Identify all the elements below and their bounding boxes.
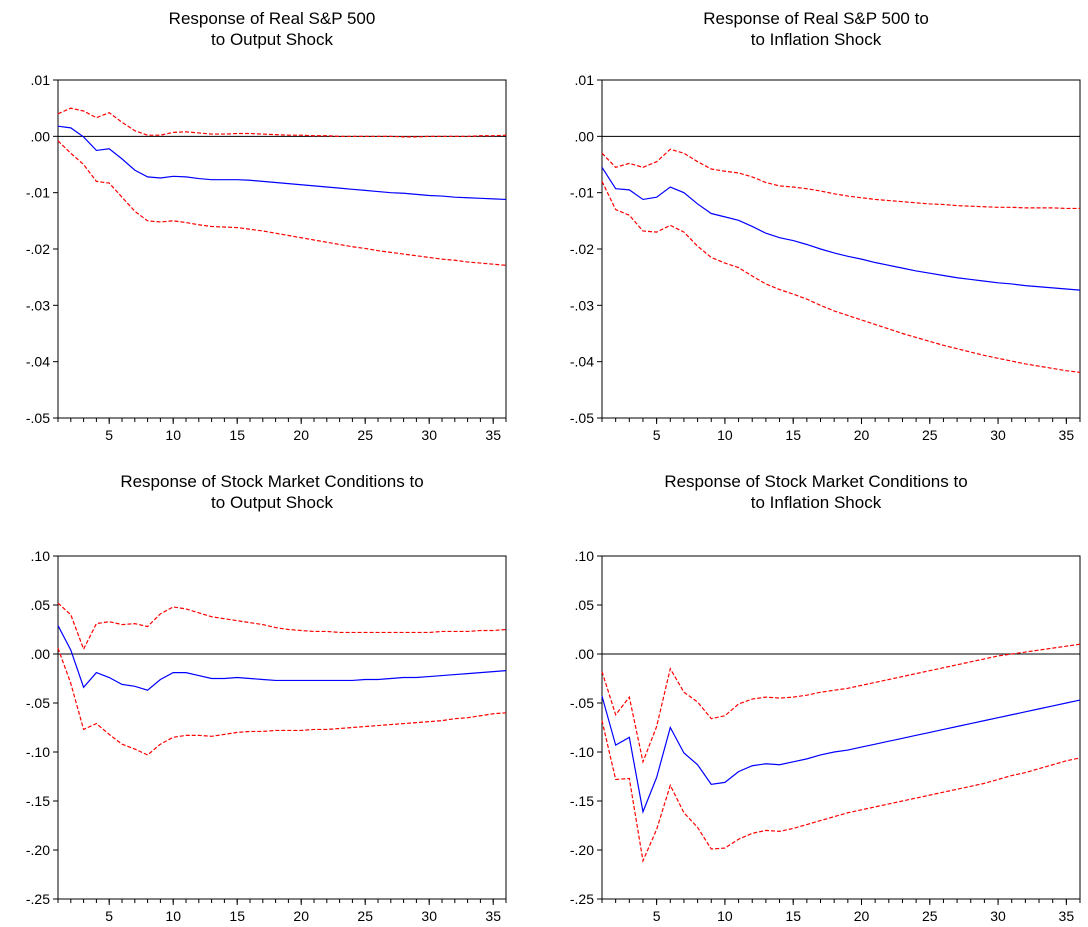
x-tick-label: 15: [229, 908, 245, 924]
x-tick-label: 35: [485, 908, 501, 924]
chart-title-line-2: to Inflation Shock: [750, 493, 882, 512]
y-tick-label: -.25: [26, 891, 50, 907]
y-tick-label: -.04: [26, 354, 50, 370]
x-tick-label: 20: [854, 427, 870, 443]
series-confidence-band-line: [601, 181, 1081, 373]
series-confidence-band-line: [601, 148, 1080, 210]
plot-frame: [57, 555, 507, 900]
chart-panel-sp500-output: Response of Real S&P 500 to Output Shock…: [0, 0, 544, 463]
chart-title-line-1: Response of Stock Market Conditions to: [664, 472, 968, 491]
chart-title-line-2: to Output Shock: [211, 493, 333, 512]
y-tick-label: .05: [31, 597, 51, 613]
y-tick-label: .00: [31, 128, 51, 144]
plot-frame: [57, 79, 507, 419]
y-tick-label: -.03: [570, 297, 594, 313]
y-tick-label: .00: [31, 646, 51, 662]
x-tick-label: 25: [357, 908, 373, 924]
series-response-line: [57, 125, 507, 201]
x-tick-label: 20: [293, 908, 309, 924]
series-response-line: [57, 625, 507, 691]
chart-title-line-2: to Output Shock: [211, 30, 333, 49]
y-tick-label: .01: [31, 72, 51, 88]
y-tick-label: -.15: [26, 793, 50, 809]
y-tick-label: -.25: [570, 891, 594, 907]
y-tick-label: -.20: [570, 842, 594, 858]
y-tick-label: .05: [575, 597, 595, 613]
y-tick-label: .10: [575, 548, 595, 564]
y-tick-label: -.05: [26, 410, 50, 426]
series-confidence-band-line: [57, 107, 507, 138]
x-tick-label: 10: [165, 908, 181, 924]
x-tick-label: 10: [717, 427, 733, 443]
chart-plot: .01 .00 -.01 -.02 -.03 -.04 -.05 5 10 15 20 25 30 35: [26, 72, 507, 443]
chart-title-line-1: Response of Real S&P 500 to: [703, 9, 929, 28]
chart-panel-sp500-inflation: Response of Real S&P 500 to to Inflation…: [544, 0, 1088, 463]
chart-plot: .10 .05 .00 -.05 -.10 -.15 -.20 -.25 5 10 15 20 25 30…: [570, 548, 1081, 924]
y-tick-label: -.05: [26, 695, 50, 711]
series-confidence-band-line: [601, 720, 1081, 863]
plot-frame: [601, 555, 1081, 900]
x-tick-label: 30: [990, 427, 1006, 443]
x-tick-label: 25: [357, 427, 373, 443]
y-tick-label: -.04: [570, 354, 594, 370]
x-tick-label: 35: [485, 427, 501, 443]
x-tick-label: 15: [785, 427, 801, 443]
x-tick-label: 35: [1059, 427, 1075, 443]
y-tick-label: -.10: [26, 744, 50, 760]
x-tick-label: 10: [717, 908, 733, 924]
series-confidence-band-line: [57, 140, 507, 266]
y-tick-label: -.05: [570, 410, 594, 426]
x-tick-label: 5: [653, 427, 661, 443]
x-tick-label: 15: [229, 427, 245, 443]
y-tick-label: .10: [31, 548, 51, 564]
y-tick-label: .01: [575, 72, 595, 88]
x-tick-label: 10: [165, 427, 181, 443]
series-response-line: [601, 166, 1081, 291]
x-tick-label: 5: [105, 908, 113, 924]
y-tick-label: -.05: [570, 695, 594, 711]
chart-panel-stock-market-inflation: Response of Stock Market Conditions to t…: [544, 463, 1088, 927]
x-tick-label: 30: [421, 427, 437, 443]
x-tick-label: 30: [990, 908, 1006, 924]
chart-title: Response of Real S&P 500 to Output Shock: [0, 8, 544, 50]
chart-title: Response of Stock Market Conditions to t…: [544, 471, 1088, 513]
chart-title-line-1: Response of Real S&P 500: [168, 9, 376, 28]
chart-title: Response of Real S&P 500 to to Inflation…: [544, 8, 1088, 50]
x-tick-label: 15: [785, 908, 801, 924]
x-tick-label: 5: [653, 908, 661, 924]
y-tick-label: -.20: [26, 842, 50, 858]
chart-plot: .01 .00 -.01 -.02 -.03 -.04 -.05 5 10 15 20 25 30 35: [570, 72, 1081, 443]
y-tick-label: -.02: [570, 241, 594, 257]
x-tick-label: 25: [922, 908, 938, 924]
series-confidence-band-line: [57, 647, 507, 756]
y-tick-label: .00: [575, 646, 595, 662]
chart-title: Response of Stock Market Conditions to t…: [0, 471, 544, 513]
y-tick-label: -.02: [26, 241, 50, 257]
chart-title-line-2: to Inflation Shock: [750, 30, 882, 49]
y-tick-label: -.01: [570, 185, 594, 201]
plot-frame: [601, 79, 1081, 419]
x-tick-label: 20: [854, 908, 870, 924]
x-tick-label: 35: [1059, 908, 1075, 924]
y-tick-label: -.01: [26, 185, 50, 201]
chart-plot: .10 .05 .00 -.05 -.10 -.15 -.20 -.25 5 10 15 20 25 30…: [26, 548, 507, 924]
x-tick-label: 5: [105, 427, 113, 443]
y-tick-label: -.10: [570, 744, 594, 760]
series-confidence-band-line: [57, 602, 507, 651]
x-tick-label: 30: [421, 908, 437, 924]
series-confidence-band-line: [601, 643, 1081, 764]
x-tick-label: 20: [293, 427, 309, 443]
chart-panel-stock-market-output: Response of Stock Market Conditions to t…: [0, 463, 544, 927]
x-tick-label: 25: [922, 427, 938, 443]
series-response-line: [601, 695, 1081, 814]
y-tick-label: .00: [575, 128, 595, 144]
y-tick-label: -.15: [570, 793, 594, 809]
y-tick-label: -.03: [26, 297, 50, 313]
chart-title-line-1: Response of Stock Market Conditions to: [120, 472, 424, 491]
